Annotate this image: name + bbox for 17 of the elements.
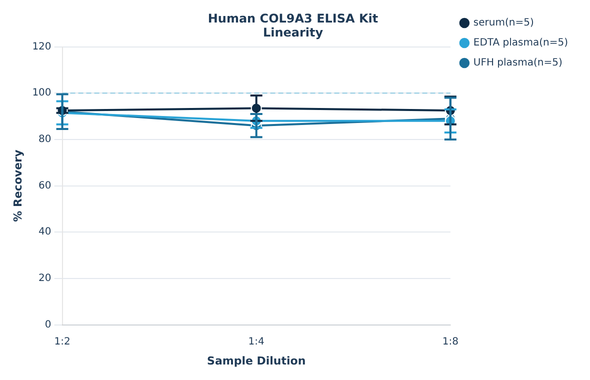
y-axis-title: % Recovery [11,150,24,222]
x-tick-label: 1:8 [442,336,458,348]
legend-label: UFH plasma(n=5) [473,58,562,69]
x-tick-label: 1:4 [248,336,264,348]
legend-label: serum(n=5) [473,18,534,29]
y-tick-label: 80 [38,134,52,146]
y-tick-label: 60 [38,180,52,192]
text: Human COL9A3 ELISA Kit [208,11,378,26]
y-tick-label: 20 [38,273,52,284]
legend-label: EDTA plasma(n=5) [473,38,568,49]
text: Linearity [262,26,324,40]
y-tick-label: 40 [38,226,52,238]
y-tick-label: 0 [44,319,52,330]
y-tick-label: 100 [32,88,52,99]
x-axis-title: Sample Dilution [207,354,306,368]
x-tick-label: 1:2 [54,336,70,348]
y-tick-label: 120 [32,41,52,52]
